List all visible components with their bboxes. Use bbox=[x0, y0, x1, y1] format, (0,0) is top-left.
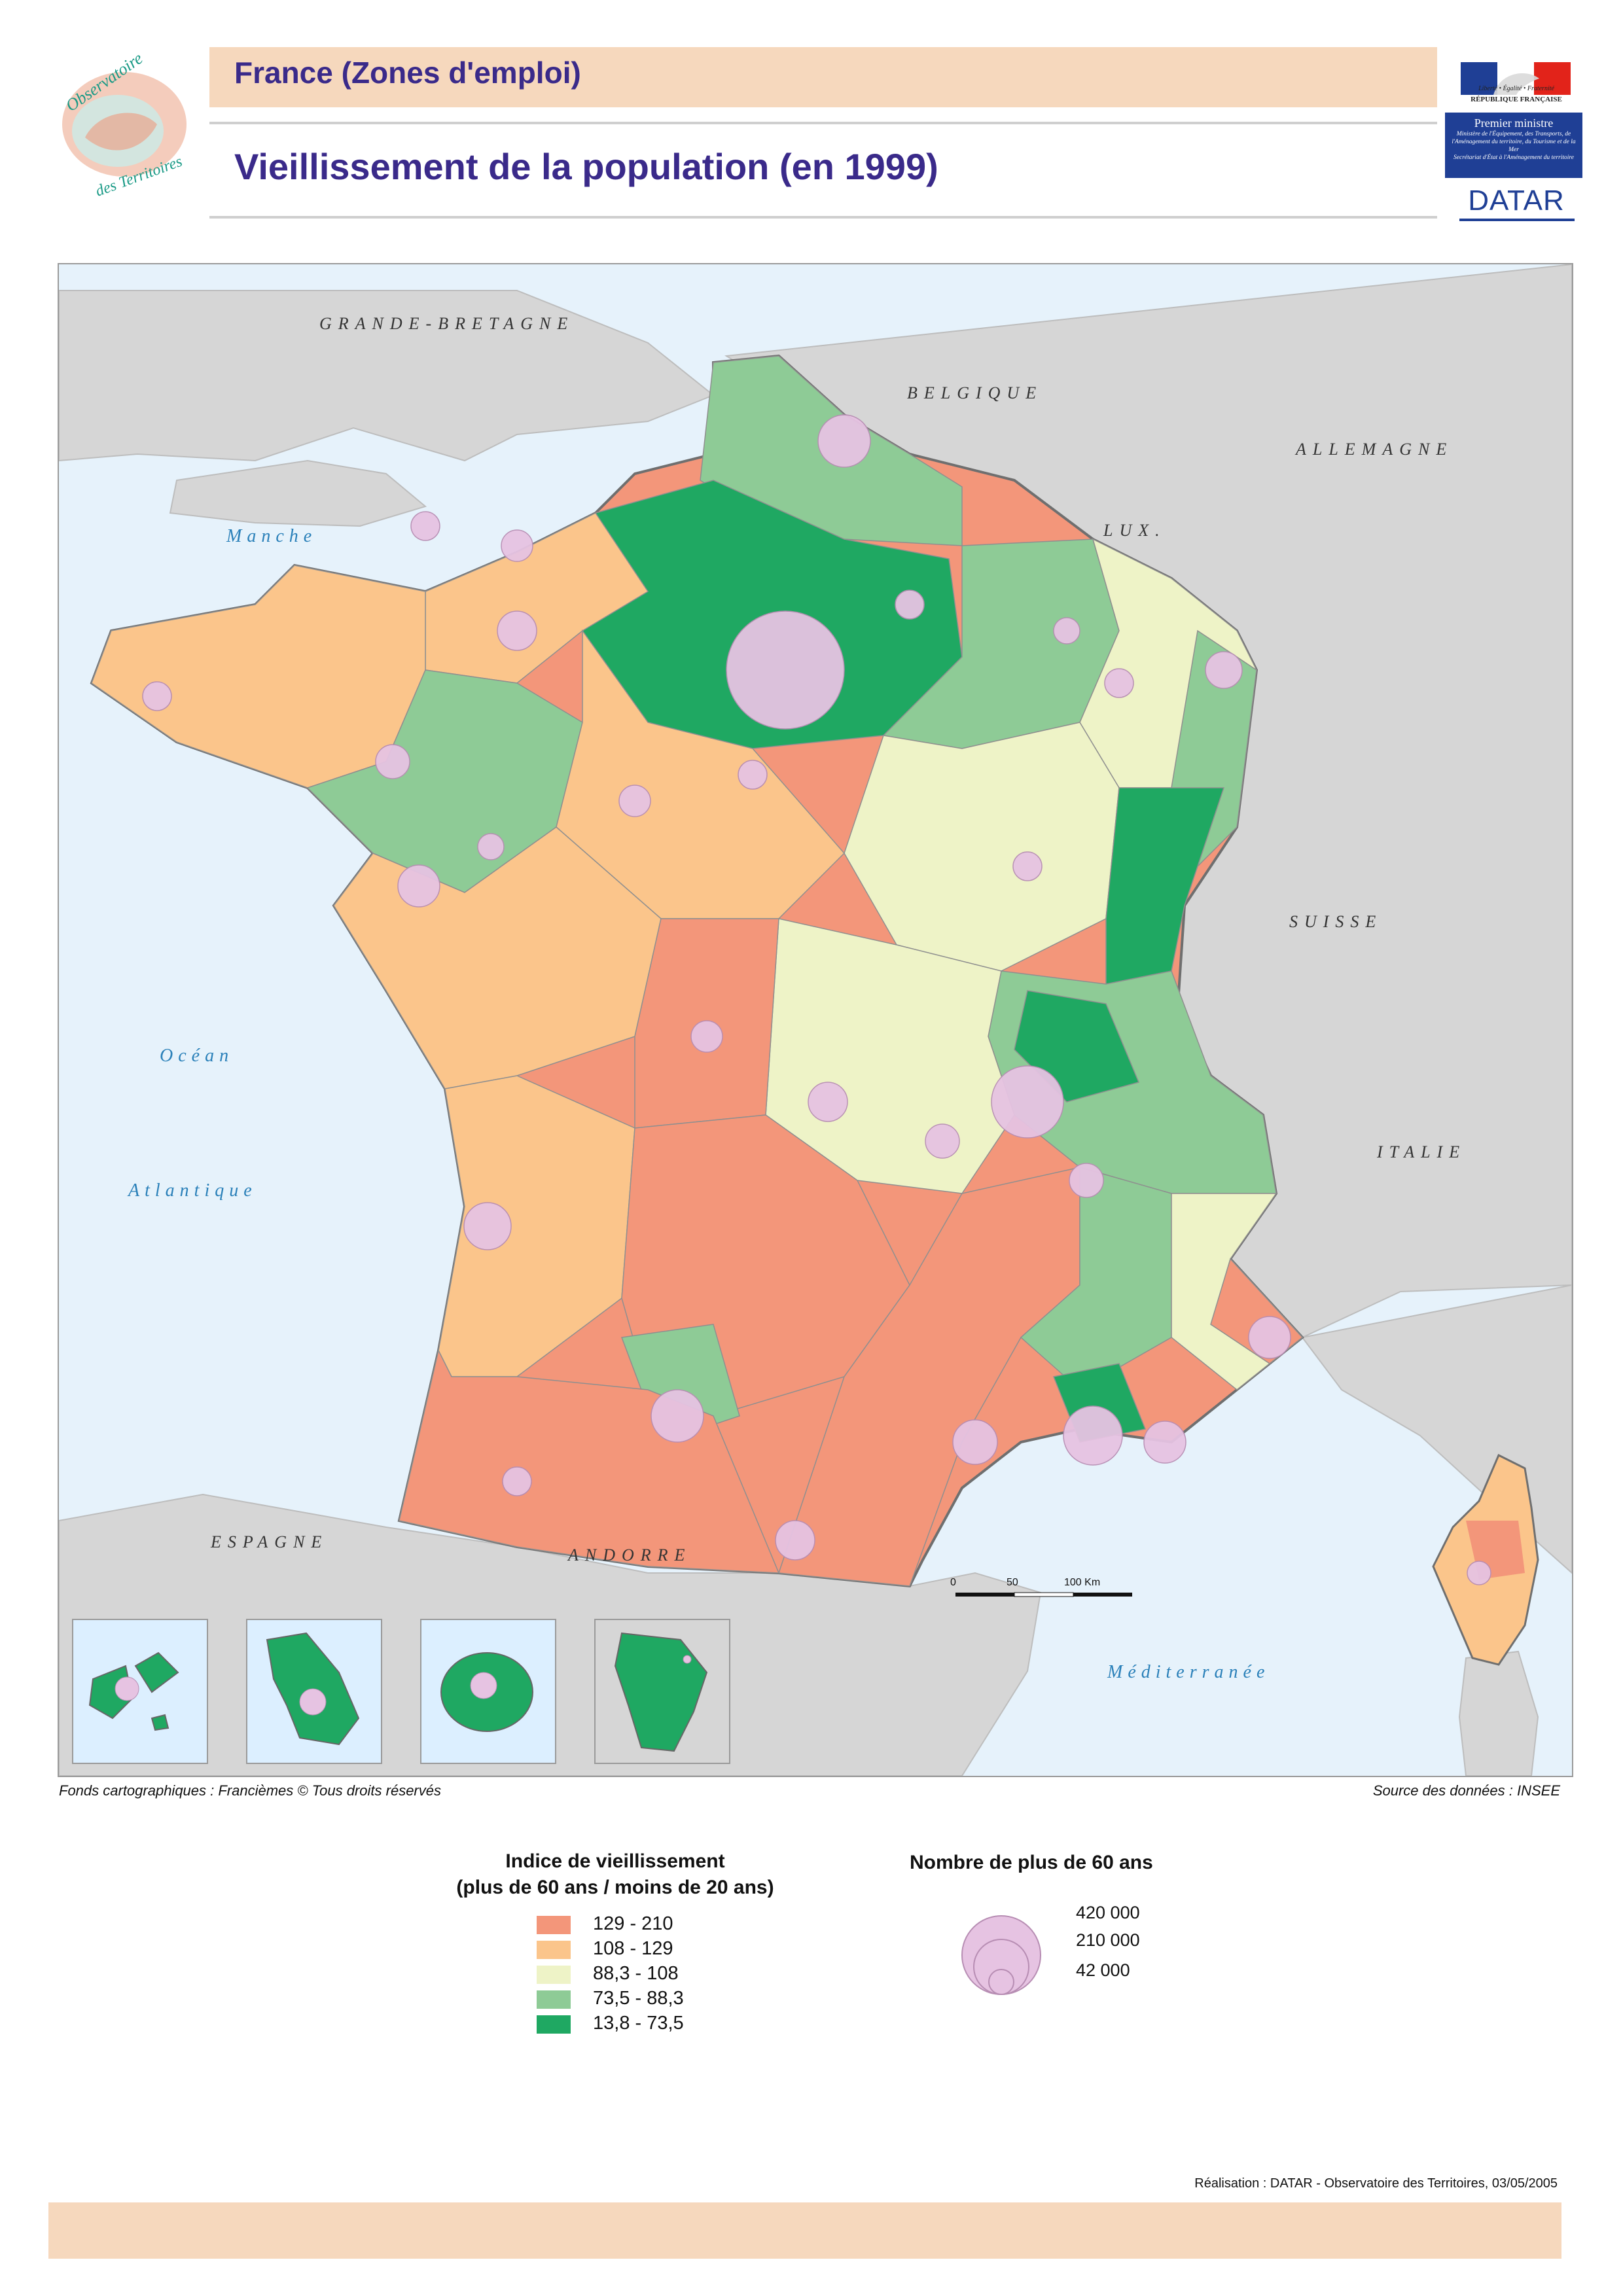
scale-label-100: 100 Km bbox=[1064, 1577, 1101, 1588]
scale-label-50: 50 bbox=[1007, 1577, 1018, 1588]
label-atlantique: Atlantique bbox=[128, 1180, 257, 1201]
bubble-clermont bbox=[808, 1082, 848, 1122]
bubble-dijon bbox=[1012, 851, 1043, 881]
inset-guadeloupe bbox=[72, 1619, 208, 1764]
bubble-lyon bbox=[991, 1065, 1064, 1139]
bubble-orleans bbox=[738, 760, 768, 790]
rf-name: RÉPUBLIQUE FRANÇAISE bbox=[1471, 96, 1562, 103]
bubble-rouen bbox=[497, 610, 537, 651]
bubble-lille bbox=[817, 414, 871, 468]
inset-martinique bbox=[246, 1619, 382, 1764]
bubble-reims bbox=[895, 590, 925, 620]
bubble-ajaccio bbox=[1467, 1561, 1491, 1585]
bubble-toulon bbox=[1143, 1421, 1186, 1464]
bubble-nice bbox=[1248, 1316, 1291, 1359]
bubble-caen bbox=[501, 529, 533, 562]
rf-motto: Liberté • Égalité • Fraternité bbox=[1478, 85, 1554, 92]
label-mediterranee: Méditerranée bbox=[1107, 1662, 1270, 1682]
bubble-le-havre bbox=[410, 511, 440, 541]
bubble-paris bbox=[726, 610, 845, 730]
header-title: France (Zones d'emploi) bbox=[234, 56, 581, 90]
observatoire-logo: Observatoire des Territoires bbox=[62, 48, 187, 200]
pm-secretariat: Secrétariat d'État à l'Aménagement du te… bbox=[1454, 154, 1574, 161]
scale-bar bbox=[955, 1592, 1132, 1597]
legend-title-line1: Indice de vieillissement bbox=[505, 1850, 725, 1872]
legend-circles-title: Nombre de plus de 60 ans bbox=[910, 1852, 1153, 1873]
legend-class-label: 108 - 129 bbox=[593, 1938, 673, 1959]
label-andorre: ANDORRE bbox=[568, 1545, 692, 1564]
footer-band bbox=[48, 2202, 1561, 2259]
legend-swatch bbox=[537, 1916, 571, 1934]
datar-logo: DATAR bbox=[1468, 185, 1565, 217]
legend-circle-label-large: 420 000 bbox=[1076, 1903, 1140, 1922]
label-lux: LUX. bbox=[1103, 521, 1166, 540]
pm-title: Premier ministre bbox=[1474, 116, 1554, 130]
premier-ministre-box: Premier ministre Ministère de l'Équipeme… bbox=[1445, 113, 1582, 178]
bubble-montpellier bbox=[952, 1419, 998, 1465]
legend-swatch bbox=[537, 2015, 571, 2034]
bubble-nancy bbox=[1104, 668, 1134, 698]
cornwall-landmass bbox=[169, 459, 427, 527]
label-manche: Manche bbox=[226, 526, 317, 546]
label-italie: ITALIE bbox=[1377, 1142, 1467, 1161]
scale-label-0: 0 bbox=[950, 1577, 956, 1588]
label-grande-bretagne: GRANDE-BRETAGNE bbox=[319, 314, 575, 333]
bubble-st-etienne bbox=[925, 1123, 960, 1159]
legend-circles bbox=[961, 1915, 1041, 1995]
label-suisse: SUISSE bbox=[1289, 912, 1383, 931]
zone-bretagne bbox=[91, 565, 426, 788]
label-espagne: ESPAGNE bbox=[211, 1532, 329, 1551]
main-title: Vieillissement de la population (en 1999… bbox=[234, 146, 938, 187]
bubble-nantes bbox=[397, 864, 440, 908]
credit-source: Source des données : INSEE bbox=[1372, 1782, 1560, 1799]
bubble-marseille bbox=[1063, 1405, 1123, 1466]
header-divider bbox=[209, 122, 1437, 124]
bubble-tours bbox=[618, 785, 651, 817]
label-belgique: BELGIQUE bbox=[907, 383, 1043, 402]
bubble-pau bbox=[502, 1466, 532, 1496]
map-canvas bbox=[59, 264, 1572, 1776]
map-frame: GRANDE-BRETAGNE BELGIQUE ALLEMAGNE LUX. … bbox=[58, 263, 1573, 1777]
bubble-angers bbox=[477, 833, 505, 860]
marianne-logo bbox=[1461, 62, 1571, 95]
label-ocean: Océan bbox=[160, 1046, 234, 1066]
bubble-toulouse bbox=[651, 1389, 704, 1443]
population-bubbles bbox=[142, 414, 1491, 1585]
legend-circle-42000 bbox=[988, 1969, 1014, 1995]
bubble-strasbourg bbox=[1205, 651, 1243, 689]
legend-swatch bbox=[537, 1941, 571, 1959]
bubble-rennes bbox=[375, 744, 410, 779]
bubble-perpignan bbox=[775, 1520, 815, 1561]
legend-class-label: 88,3 - 108 bbox=[593, 1963, 679, 1984]
legend-swatch bbox=[537, 1990, 571, 2009]
credit-fonds: Fonds cartographiques : Francièmes © Tou… bbox=[59, 1782, 441, 1799]
bubble-bordeaux bbox=[463, 1202, 512, 1250]
bubble-limoges bbox=[690, 1020, 723, 1053]
legend-class-label: 13,8 - 73,5 bbox=[593, 2013, 684, 2034]
legend-circle-label-small: 42 000 bbox=[1076, 1960, 1130, 1980]
pm-ministry: Ministère de l'Équipement, des Transport… bbox=[1452, 131, 1576, 153]
legend-swatch bbox=[537, 1966, 571, 1984]
title-divider bbox=[209, 216, 1437, 219]
bubble-metz bbox=[1053, 617, 1080, 645]
legend-circle-label-medium: 210 000 bbox=[1076, 1930, 1140, 1950]
realisation-credit: Réalisation : DATAR - Observatoire des T… bbox=[1194, 2176, 1558, 2191]
great-britain-landmass bbox=[59, 290, 715, 462]
bubble-brest bbox=[142, 681, 172, 711]
bubble-grenoble bbox=[1069, 1163, 1104, 1198]
datar-underline bbox=[1459, 219, 1575, 221]
label-allemagne: ALLEMAGNE bbox=[1296, 440, 1454, 459]
inset-reunion bbox=[420, 1619, 556, 1764]
inset-guyane bbox=[594, 1619, 730, 1764]
legend-class-label: 73,5 - 88,3 bbox=[593, 1988, 684, 2009]
legend-class-label: 129 - 210 bbox=[593, 1913, 673, 1934]
sardinia-landmass bbox=[1458, 1650, 1539, 1776]
legend-title-line2: (plus de 60 ans / moins de 20 ans) bbox=[456, 1877, 774, 1898]
header-band bbox=[209, 47, 1437, 107]
